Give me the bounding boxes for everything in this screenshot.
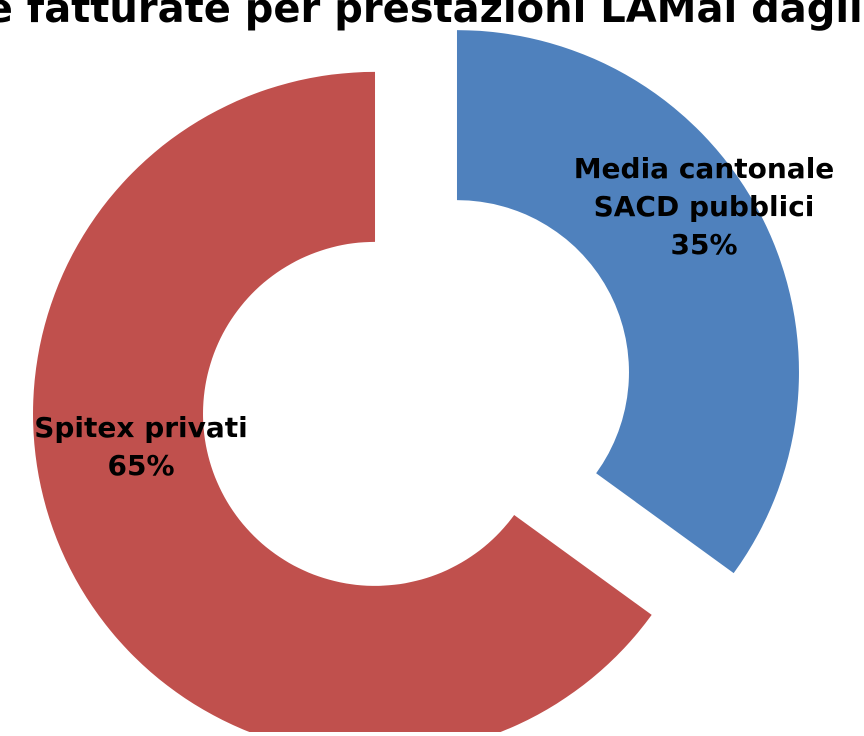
donut-slice-sacd [456,30,799,574]
slice-label-line-sacd: Media cantonale [574,152,835,185]
slice-label-line-sacd: SACD pubblici [594,190,815,223]
slice-label-spitex: Spitex privati 65% [34,411,248,482]
slice-label-sacd: Media cantonale SACD pubblici 35% [574,152,835,261]
slice-percent-sacd: 35% [670,228,737,261]
chart-title: Ore fatturate per prestazioni LAMal dagl… [0,0,864,32]
donut-slice-spitex [33,71,652,736]
slice-label-line-spitex: Spitex privati [34,411,248,444]
slice-percent-spitex: 65% [107,449,174,482]
